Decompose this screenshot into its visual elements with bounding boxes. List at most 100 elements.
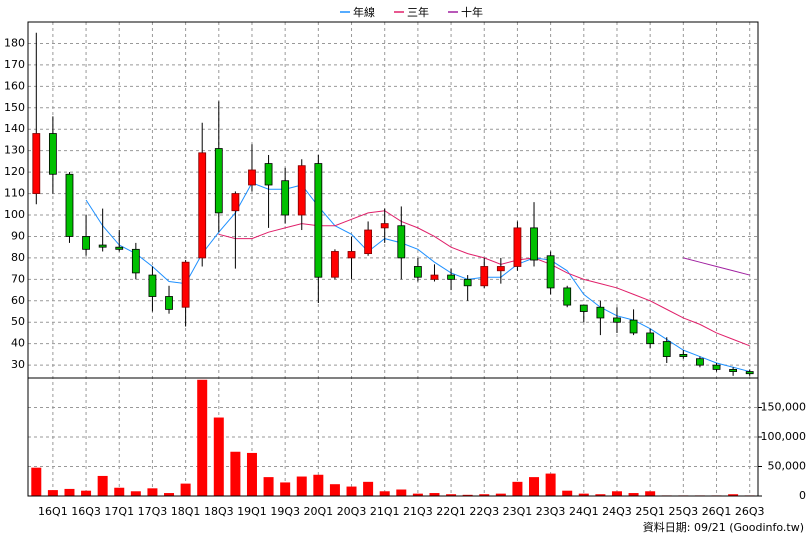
candle-body [596, 306, 605, 319]
x-tick-label: 18Q1 [171, 505, 201, 518]
volume-bar [197, 379, 208, 496]
volume-bar [728, 494, 739, 496]
x-tick-label: 25Q3 [669, 505, 699, 518]
x-tick-label: 21Q3 [403, 505, 433, 518]
y-tick-label: 70 [11, 272, 25, 285]
volume-bar [230, 451, 241, 496]
x-tick-label: 19Q3 [270, 505, 300, 518]
x-tick-label: 24Q1 [569, 505, 599, 518]
candle-body [496, 266, 505, 272]
volume-bar [512, 481, 523, 496]
candle-body [530, 227, 538, 261]
candle-body [331, 251, 339, 278]
candle-body [696, 358, 704, 366]
candle-body [613, 317, 621, 323]
volume-bar [645, 491, 656, 496]
y-tick-label: 110 [4, 187, 25, 200]
volume-bar [180, 483, 191, 496]
y2-tick-label: 50,000 [768, 460, 807, 473]
volume-bar [429, 493, 440, 496]
y-tick-label: 140 [4, 122, 25, 135]
y-tick-label: 90 [11, 229, 25, 242]
volume-bar [611, 491, 622, 496]
ma-line [683, 257, 750, 276]
volume-bar [346, 486, 357, 496]
volume-bar [363, 481, 374, 496]
candle-body [264, 163, 273, 186]
candle-body [430, 274, 439, 280]
candle-body [712, 364, 721, 370]
candle-body [729, 369, 738, 372]
volume-bar [114, 487, 125, 496]
x-tick-label: 19Q1 [237, 505, 267, 518]
candle-body [148, 274, 157, 297]
volume-bar [529, 477, 540, 496]
volume-bar [462, 494, 473, 496]
volume-bar [246, 452, 257, 496]
candle-body [447, 274, 455, 280]
legend: 年線 三年 十年 [340, 5, 483, 19]
volume-bar [379, 491, 390, 496]
y-tick-label: 100 [4, 208, 25, 221]
volume-bar [64, 488, 75, 496]
candle-body [248, 169, 256, 186]
candle-body [181, 261, 190, 308]
volume-bar [213, 417, 224, 496]
legend-label: 年線 [353, 5, 375, 19]
x-tick-label: 20Q1 [304, 505, 334, 518]
candle-body [413, 266, 422, 278]
candle-body [347, 251, 356, 259]
y-tick-label: 80 [11, 251, 25, 264]
y-tick-label: 150 [4, 101, 25, 114]
volume-bar [263, 477, 274, 496]
y2-tick-label: 150,000 [761, 401, 807, 414]
source-note: 資料日期: 09/21 (Goodinfo.tw) [643, 520, 804, 534]
candle-body [297, 165, 306, 216]
y-tick-label: 60 [11, 294, 25, 307]
x-tick-label: 18Q3 [204, 505, 234, 518]
x-tick-label: 25Q1 [635, 505, 665, 518]
candle-body [82, 236, 90, 250]
candle-body [546, 255, 555, 289]
x-tick-label: 16Q1 [38, 505, 68, 518]
y2-tick-label: 0 [799, 489, 806, 502]
legend-label: 十年 [461, 5, 483, 19]
candle-body [32, 133, 41, 194]
x-tick-label: 17Q3 [138, 505, 168, 518]
volume-bar [446, 494, 457, 496]
volume-bar [578, 493, 589, 496]
x-tick-label: 20Q3 [337, 505, 367, 518]
candle-body [214, 148, 223, 214]
y-tick-label: 130 [4, 144, 25, 157]
x-tick-label: 23Q1 [503, 505, 533, 518]
candle-body [48, 133, 57, 175]
volume-bar [164, 493, 175, 496]
candle-body [65, 173, 74, 237]
candle-body [745, 371, 754, 375]
volume-bar [562, 490, 573, 496]
candle-body [281, 180, 290, 216]
ma-line [85, 182, 750, 373]
x-tick-label: 23Q3 [536, 505, 566, 518]
y-tick-label: 30 [11, 358, 25, 371]
x-tick-label: 26Q1 [702, 505, 732, 518]
x-tick-label: 17Q1 [104, 505, 134, 518]
candle-body [513, 227, 522, 267]
volume-bar [313, 474, 324, 496]
candle-body [115, 246, 124, 250]
x-tick-label: 26Q3 [735, 505, 765, 518]
candle-body [314, 163, 323, 278]
volume-bar [545, 473, 556, 496]
volume-panel-border [27, 377, 759, 497]
volume-bar [412, 493, 423, 496]
candle-body [98, 244, 107, 248]
volume-bar [595, 494, 606, 496]
candle-body [198, 152, 207, 259]
volume-bar [130, 491, 141, 496]
candle-body [165, 296, 173, 310]
legend-label: 三年 [407, 5, 429, 19]
candle-body [364, 229, 373, 255]
x-tick-label: 16Q3 [71, 505, 101, 518]
